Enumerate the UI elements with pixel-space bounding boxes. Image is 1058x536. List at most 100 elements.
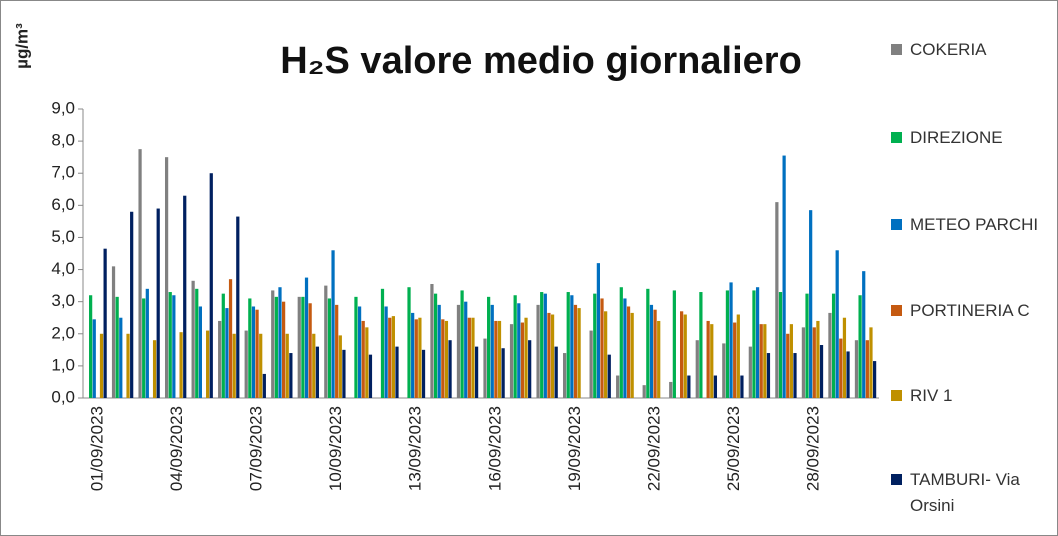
bar — [501, 348, 505, 398]
legend-label: COKERIA — [910, 40, 987, 59]
bar — [540, 292, 544, 398]
bar — [152, 340, 157, 398]
bar — [119, 317, 123, 398]
bar — [809, 210, 813, 398]
bar — [142, 298, 146, 398]
bar — [225, 308, 229, 398]
bar — [604, 311, 608, 398]
bar — [865, 340, 869, 398]
bar — [471, 317, 475, 398]
chart-title: H₂S valore medio giornaliero — [280, 40, 802, 82]
x-tick-label: 16/09/2023 — [485, 406, 504, 491]
x-tick-label: 25/09/2023 — [724, 406, 743, 491]
bar — [92, 319, 96, 398]
bar — [699, 292, 703, 398]
bar — [206, 330, 210, 398]
legend-label: METEO PARCHI — [910, 215, 1039, 234]
bar — [304, 277, 309, 398]
bar — [441, 319, 445, 398]
bar — [775, 202, 779, 398]
bar — [312, 333, 316, 398]
x-tick-label: 22/09/2023 — [644, 406, 663, 491]
bar — [395, 346, 399, 398]
x-tick-label: 07/09/2023 — [246, 406, 265, 491]
bar — [115, 296, 119, 398]
bar — [209, 173, 213, 398]
bar — [509, 324, 514, 398]
bar — [854, 340, 859, 398]
bar — [763, 324, 767, 398]
bar — [729, 282, 733, 398]
x-tick-label: 13/09/2023 — [406, 406, 425, 491]
bar — [490, 304, 494, 398]
bar — [835, 250, 839, 398]
bar — [315, 346, 320, 398]
bar — [596, 263, 600, 398]
bar — [357, 306, 362, 398]
bar — [282, 301, 286, 398]
bar — [327, 298, 332, 398]
legend-swatch — [891, 474, 902, 485]
bar — [766, 353, 771, 398]
legend-item: DIREZIONE — [891, 125, 1041, 151]
y-axis-label: µg/m³ — [12, 23, 31, 69]
bar — [248, 298, 252, 398]
y-tick-label: 0,0 — [51, 387, 75, 406]
bar — [338, 335, 342, 398]
bar — [543, 293, 547, 398]
bar — [710, 324, 714, 398]
y-tick-label: 2,0 — [51, 323, 75, 342]
bar — [862, 271, 866, 398]
bar — [301, 296, 305, 398]
bar — [456, 304, 461, 398]
bar — [733, 322, 737, 398]
bar — [722, 343, 726, 398]
bar — [297, 296, 301, 398]
bar — [600, 298, 604, 398]
bar — [520, 322, 525, 398]
bar — [554, 346, 558, 398]
bar — [384, 306, 388, 398]
bar — [388, 317, 392, 398]
bar — [669, 381, 673, 398]
bar — [566, 292, 570, 398]
bar — [331, 250, 335, 398]
bar — [168, 292, 172, 398]
bar — [759, 324, 763, 398]
bar — [407, 287, 411, 398]
bar — [172, 295, 176, 398]
legend-label: DIREZIONE — [910, 128, 1003, 147]
bar — [872, 361, 877, 398]
bar — [195, 288, 199, 398]
bar — [274, 296, 278, 398]
bar — [289, 353, 293, 398]
bar — [789, 324, 793, 398]
bar — [725, 290, 730, 398]
x-tick-label: 10/09/2023 — [326, 406, 345, 491]
bar — [683, 314, 687, 398]
bar — [672, 290, 676, 398]
bar — [577, 308, 581, 398]
bar — [805, 293, 809, 398]
bar — [653, 309, 657, 398]
bar — [448, 340, 452, 398]
bar — [517, 303, 521, 398]
bar — [816, 320, 820, 398]
bar — [547, 312, 551, 398]
bar — [164, 157, 169, 398]
bar — [138, 149, 142, 398]
bar — [713, 375, 718, 398]
bar — [497, 320, 502, 398]
bar — [831, 293, 836, 398]
bar — [130, 211, 134, 398]
bar — [695, 340, 699, 398]
bar — [354, 296, 358, 398]
bar — [680, 311, 684, 398]
bar — [786, 333, 790, 398]
bar — [368, 354, 373, 398]
bar — [778, 292, 783, 398]
bar — [380, 288, 385, 398]
bar — [335, 304, 339, 398]
bar — [858, 295, 862, 398]
